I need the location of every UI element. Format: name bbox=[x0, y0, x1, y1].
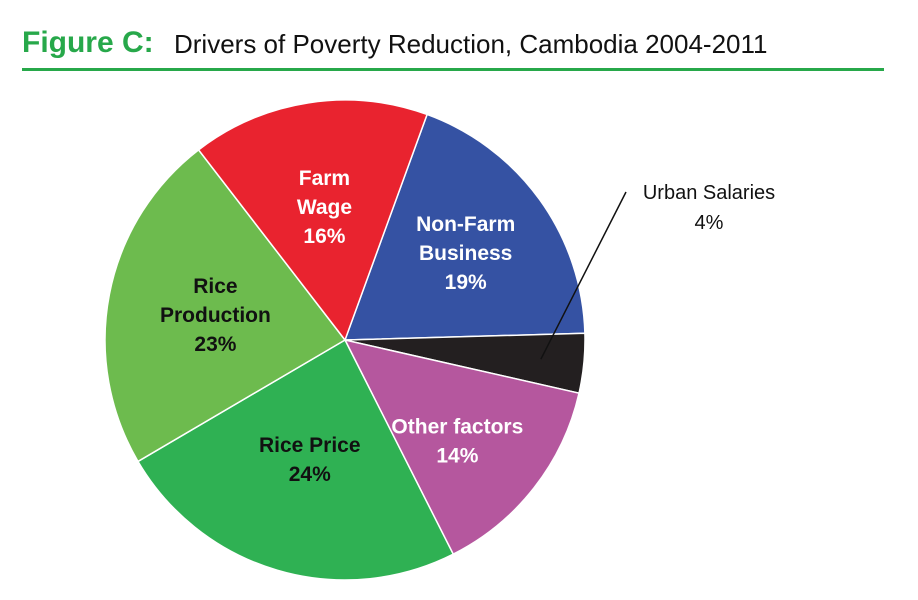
slice-label-rice-production: Rice bbox=[193, 275, 237, 298]
figure-label: Figure C: bbox=[22, 26, 154, 59]
callout-leader-line bbox=[540, 191, 627, 360]
pie-slice-farm-wage bbox=[197, 99, 429, 342]
pie-labels: Non-Farm Business 19% Urban Salaries 4% Other… bbox=[160, 167, 775, 486]
slice-value-urban-salaries: 4% bbox=[695, 212, 724, 234]
slice-label-non-farm-business: Non-Farm bbox=[416, 213, 515, 236]
pie-slice-non-farm-business bbox=[343, 113, 586, 341]
slice-value-farm-wage: 16% bbox=[303, 225, 345, 248]
header-rule bbox=[22, 68, 884, 71]
pie-slices bbox=[104, 99, 586, 581]
slice-value-rice-price: 24% bbox=[289, 463, 331, 486]
slice-label-non-farm-business: Business bbox=[419, 242, 512, 265]
pie-slice-other-factors bbox=[343, 338, 580, 556]
slice-value-rice-production: 23% bbox=[194, 333, 236, 356]
pie-slice-rice-price bbox=[136, 338, 455, 581]
slice-label-rice-production: Production bbox=[160, 304, 271, 327]
slice-label-urban-salaries: Urban Salaries bbox=[643, 182, 775, 204]
slice-value-non-farm-business: 19% bbox=[445, 271, 487, 294]
pie-slice-rice-production bbox=[104, 148, 347, 463]
slice-value-other-factors: 14% bbox=[436, 445, 478, 468]
slice-label-farm-wage: Farm bbox=[299, 167, 350, 190]
chart-title: Drivers of Poverty Reduction, Cambodia 2… bbox=[174, 29, 768, 59]
slice-label-other-factors: Other factors bbox=[391, 416, 523, 439]
slice-label-farm-wage: Wage bbox=[297, 196, 352, 219]
slice-label-rice-price: Rice Price bbox=[259, 434, 361, 457]
figure-header: Figure C: Drivers of Poverty Reduction, … bbox=[22, 26, 884, 70]
